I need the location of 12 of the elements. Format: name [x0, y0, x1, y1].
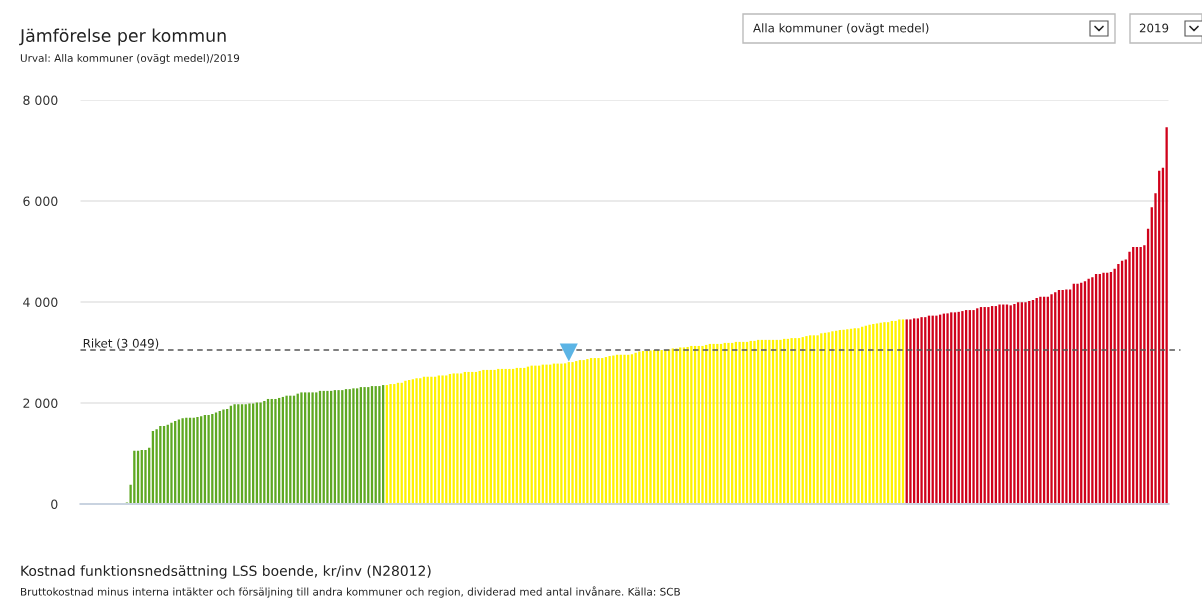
text: Kostnad funktionsnedsättning LSS boende, kr/inv (N28012) [21, 565, 431, 579]
chart-subtitle: Urval: Alla kommuner (ovägt medel)/2019 [20, 53, 240, 65]
y-tick-label: 0 [51, 499, 58, 509]
chart-title: Jämförelse per kommun [19, 28, 226, 46]
text: Alla kommuner (ovägt medel) [753, 23, 929, 35]
y-tick-label: 2 000 [23, 398, 58, 408]
text: Bruttokostnad minus interna intäkter och försäljning till andra kommuner och region, dividerad med antal invånare. Källa: SCB [21, 586, 680, 598]
ref-line-label: Riket (3 049) [83, 338, 159, 350]
y-tick-label: 6 000 [23, 196, 58, 206]
y-tick-label: 4 000 [23, 297, 58, 307]
y-tick-label: 8 000 [23, 95, 58, 105]
text: 2019 [1139, 23, 1169, 33]
